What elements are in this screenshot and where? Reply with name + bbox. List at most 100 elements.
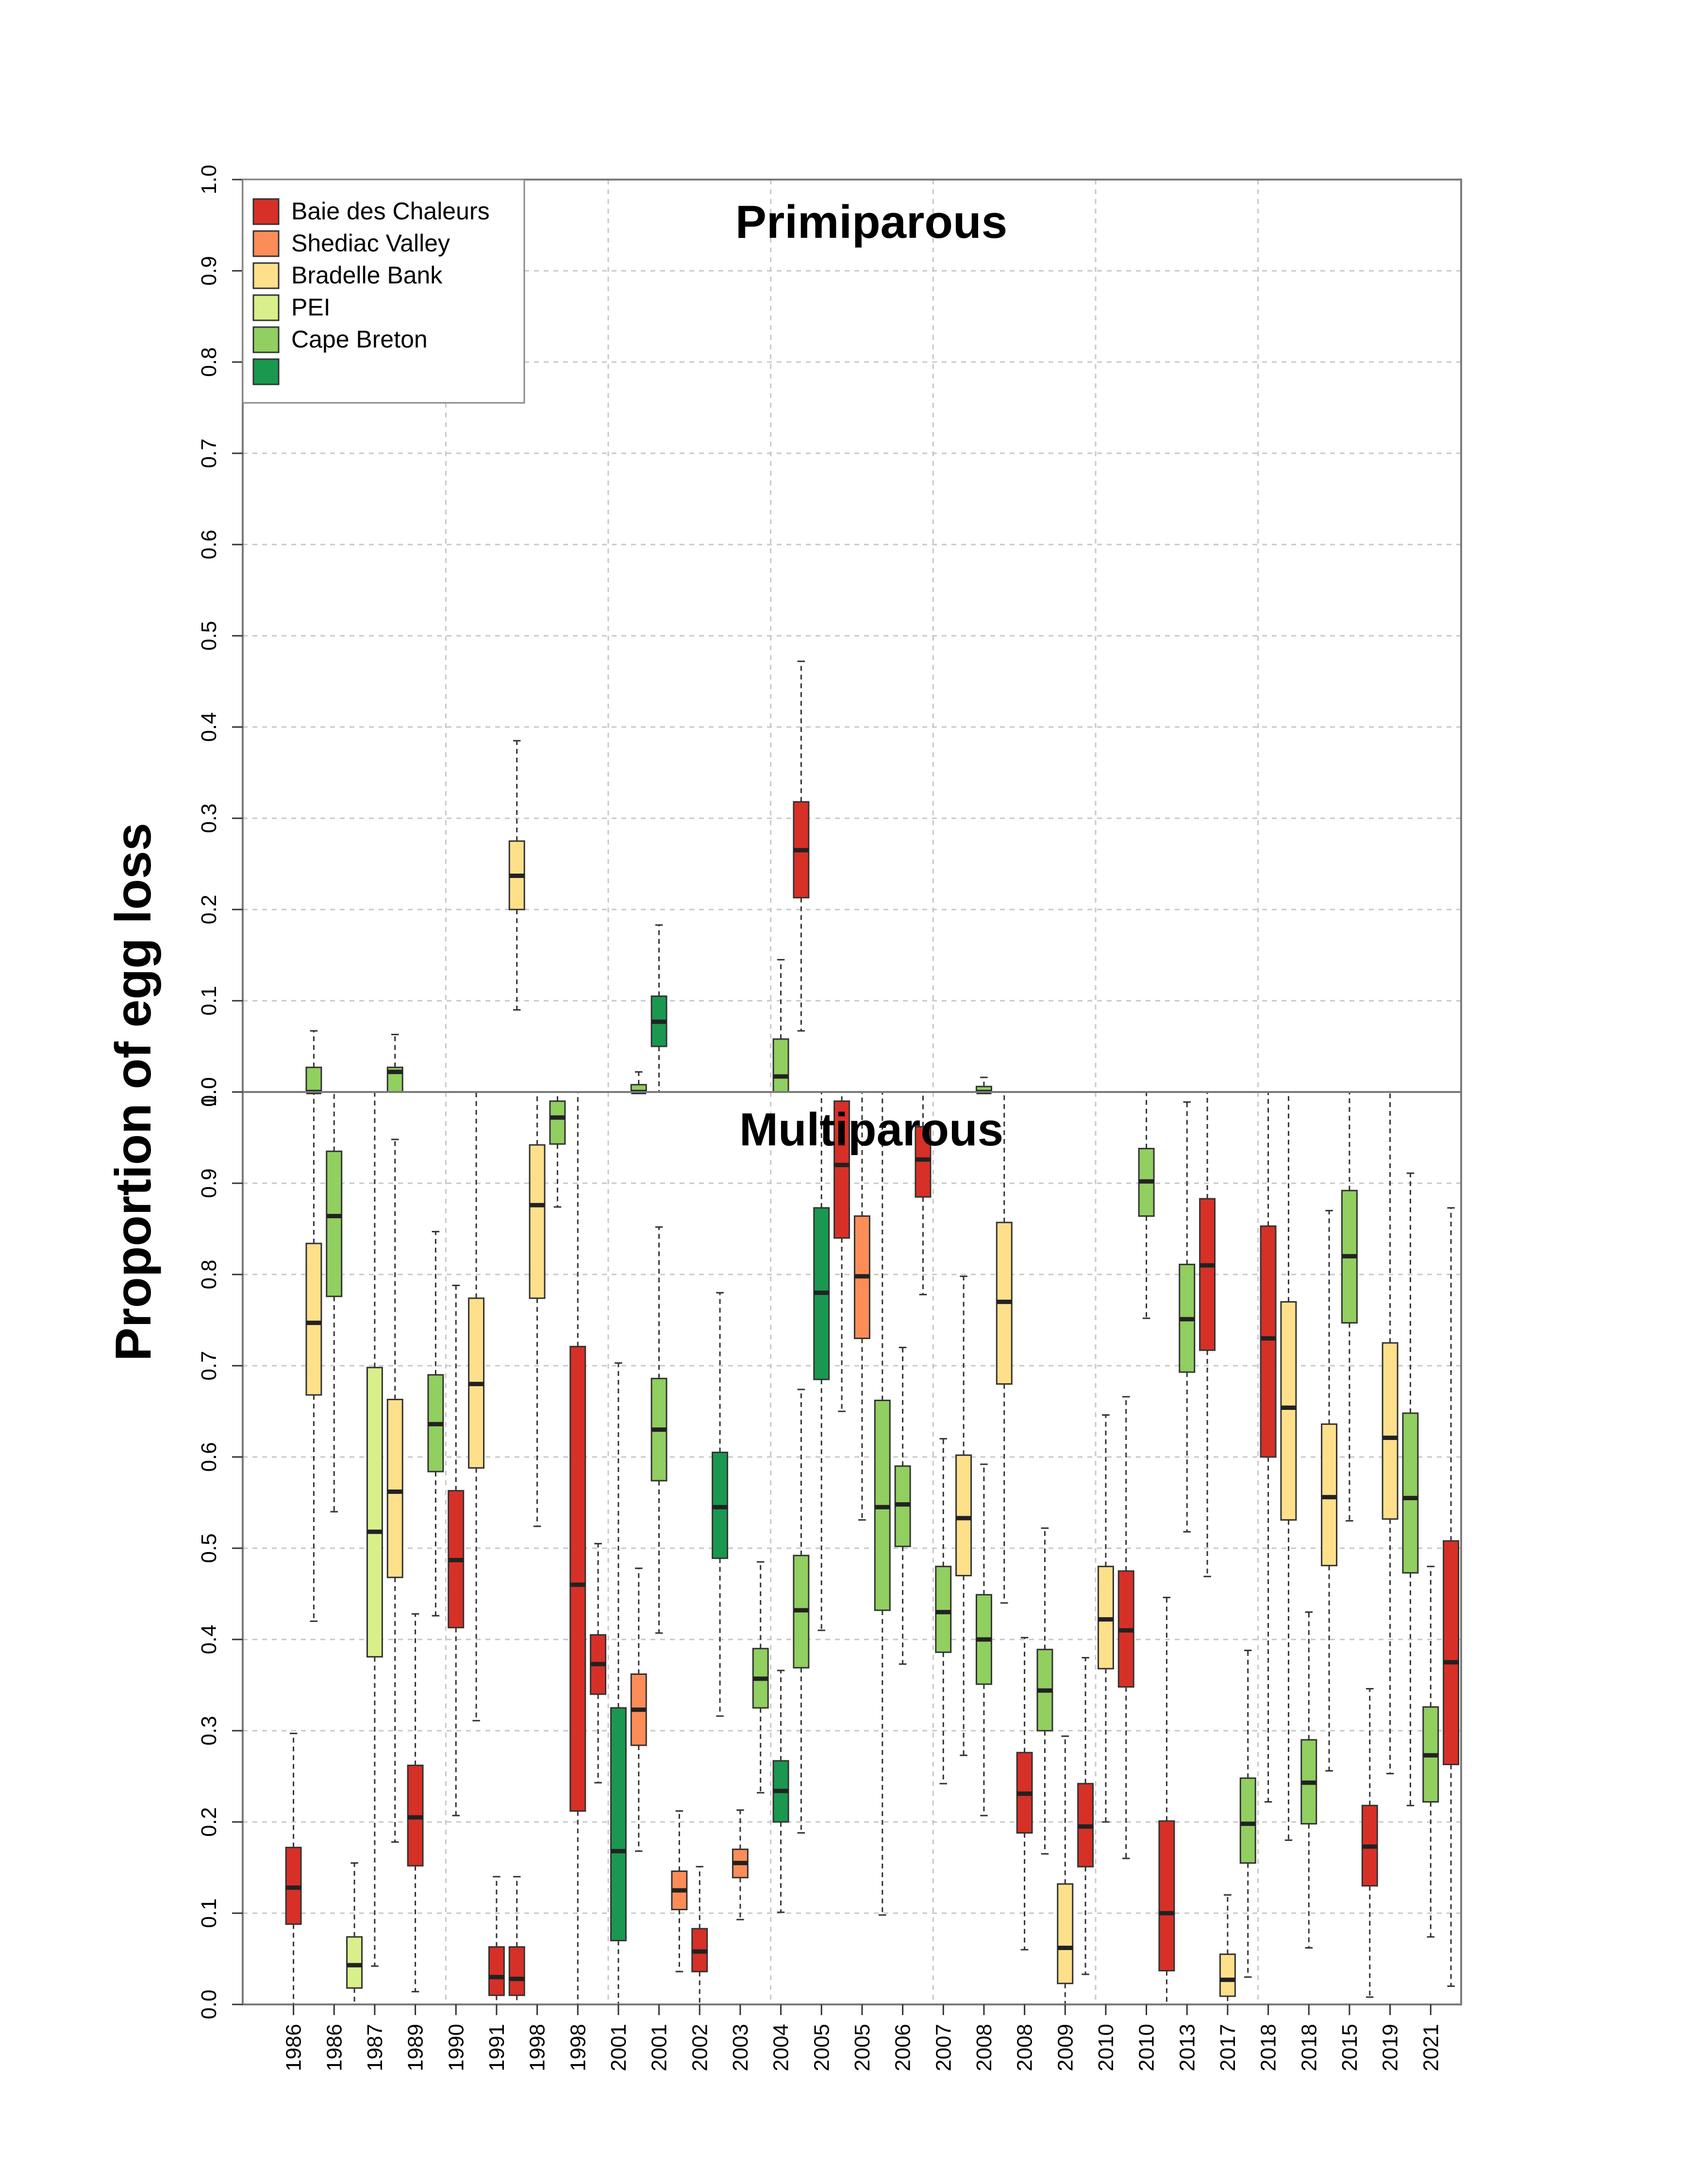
box-multiparous-23 — [752, 1561, 769, 1794]
box-multiparous-54 — [1382, 1091, 1399, 1774]
box-multiparous-15 — [590, 1543, 607, 1784]
x-tick-label: 2015 — [1338, 2024, 1362, 2071]
box-multiparous-0 — [285, 1733, 302, 2005]
box-iqr — [1219, 1953, 1236, 1997]
legend-label: Baie des Chaleurs — [291, 198, 490, 225]
box-iqr — [569, 1346, 586, 1812]
box-multiparous-32 — [935, 1438, 952, 1785]
y-tick-label: 1.0 — [197, 1077, 221, 1107]
box-iqr — [529, 1144, 546, 1299]
y-tick-label: 0.8 — [197, 1259, 221, 1289]
box-multiparous-49 — [1280, 1091, 1297, 1841]
box-iqr — [1239, 1777, 1256, 1864]
y-tick-label: 0.2 — [197, 894, 221, 924]
legend-swatch — [252, 358, 280, 385]
x-tick-label: 2004 — [769, 2024, 793, 2071]
box-multiparous-45 — [1199, 1091, 1216, 1577]
x-tick-label: 2021 — [1419, 2024, 1443, 2071]
box-iqr — [305, 1066, 322, 1093]
legend-swatch — [252, 230, 280, 257]
box-multiparous-7 — [427, 1231, 444, 1617]
box-multiparous-42 — [1138, 1091, 1155, 1319]
x-tick-label: 2003 — [729, 2024, 752, 2071]
box-multiparous-12 — [529, 1091, 546, 1527]
box-primiparous-2 — [508, 740, 525, 1011]
box-multiparous-40 — [1097, 1414, 1114, 1823]
x-tick-label: 2005 — [810, 2024, 833, 2071]
box-multiparous-19 — [671, 1810, 688, 1972]
box-multiparous-24 — [772, 1670, 789, 1913]
box-multiparous-55 — [1402, 1172, 1419, 1806]
x-tick-label: 2008 — [972, 2024, 996, 2071]
box-iqr — [1443, 1540, 1460, 1766]
box-multiparous-50 — [1300, 1611, 1317, 1949]
box-multiparous-17 — [630, 1567, 647, 1852]
x-tick-label: 2017 — [1216, 2024, 1240, 2071]
box-multiparous-22 — [732, 1809, 749, 1920]
x-tick-label: 1989 — [404, 2024, 428, 2071]
box-primiparous-5 — [772, 959, 789, 1093]
box-iqr — [1158, 1820, 1175, 1971]
y-tick-label: 0.4 — [197, 712, 221, 742]
box-multiparous-35 — [996, 1091, 1013, 1604]
box-multiparous-39 — [1077, 1657, 1094, 1975]
x-axis: 1986 1986 1987 1989 1990 1991 1998 1998 2001 2001… — [282, 2004, 1443, 2071]
grid-lines — [243, 179, 1462, 2005]
box-multiparous-10 — [488, 1876, 505, 2005]
box-multiparous-14 — [569, 1091, 586, 2005]
y-tick-label: 0.7 — [197, 1351, 221, 1380]
legend: Baie des Chaleurs Shediac Valley Bradelle … — [242, 179, 525, 404]
box-multiparous-36 — [1016, 1637, 1033, 1951]
legend-label: Bradelle Bank — [291, 262, 443, 289]
box-iqr — [935, 1566, 952, 1653]
x-tick-label: 1986 — [282, 2024, 306, 2071]
x-tick-label: 2007 — [932, 2024, 955, 2071]
y-tick-label: 0.1 — [197, 986, 221, 1015]
box-iqr — [1402, 1412, 1419, 1574]
box-iqr — [305, 1242, 322, 1396]
y-tick-label: 0.3 — [197, 1716, 221, 1745]
box-multiparous-21 — [712, 1292, 729, 1717]
y-tick-label: 0.6 — [197, 529, 221, 559]
box-iqr — [1260, 1225, 1277, 1458]
box-multiparous-11 — [508, 1876, 525, 2005]
box-multiparous-51 — [1321, 1209, 1338, 1772]
box-multiparous-13 — [549, 1091, 566, 1208]
box-multiparous-46 — [1219, 1894, 1236, 2005]
panel-title-multiparous: Multiparous — [739, 1104, 1003, 1156]
box-multiparous-53 — [1361, 1688, 1378, 1998]
box-multiparous-28 — [853, 1091, 870, 1521]
box-multiparous-41 — [1117, 1396, 1134, 1859]
y-tick-label: 0.9 — [197, 1168, 221, 1198]
box-iqr — [1382, 1342, 1399, 1520]
panel-title-primiparous: Primiparous — [735, 196, 1007, 248]
legend-frame — [242, 179, 525, 404]
box-iqr — [1321, 1423, 1338, 1567]
y-tick-label: 0.8 — [197, 347, 221, 377]
y-tick-label: 0.2 — [197, 1807, 221, 1837]
x-tick-label: 2019 — [1379, 2024, 1402, 2071]
legend-label: Shediac Valley — [291, 230, 450, 257]
x-tick-label: 2018 — [1297, 2024, 1321, 2071]
y-axis-title: Proportion of egg loss — [105, 823, 162, 1361]
box-multiparous-44 — [1179, 1101, 1196, 1533]
x-tick-label: 2006 — [891, 2024, 915, 2071]
x-tick-label: 2009 — [1053, 2024, 1077, 2071]
x-tick-label: 2002 — [688, 2024, 712, 2071]
box-iqr — [366, 1367, 383, 1658]
x-tick-label: 1998 — [566, 2024, 590, 2071]
box-multiparous-37 — [1036, 1527, 1053, 1855]
box-multiparous-47 — [1239, 1650, 1256, 1978]
box-multiparous-29 — [874, 1091, 891, 1916]
y-tick-label: 0.5 — [197, 1533, 221, 1563]
box-multiparous-56 — [1422, 1566, 1439, 1938]
box-iqr — [488, 1946, 505, 1996]
box-multiparous-33 — [955, 1275, 972, 1756]
y-tick-label: 0.9 — [197, 256, 221, 285]
box-iqr — [326, 1150, 343, 1297]
x-tick-label: 2013 — [1175, 2024, 1199, 2071]
box-multiparous-2 — [326, 1091, 343, 1513]
box-iqr — [386, 1399, 403, 1578]
y-tick-label: 0.0 — [197, 1989, 221, 2019]
x-tick-label: 1991 — [485, 2024, 509, 2071]
